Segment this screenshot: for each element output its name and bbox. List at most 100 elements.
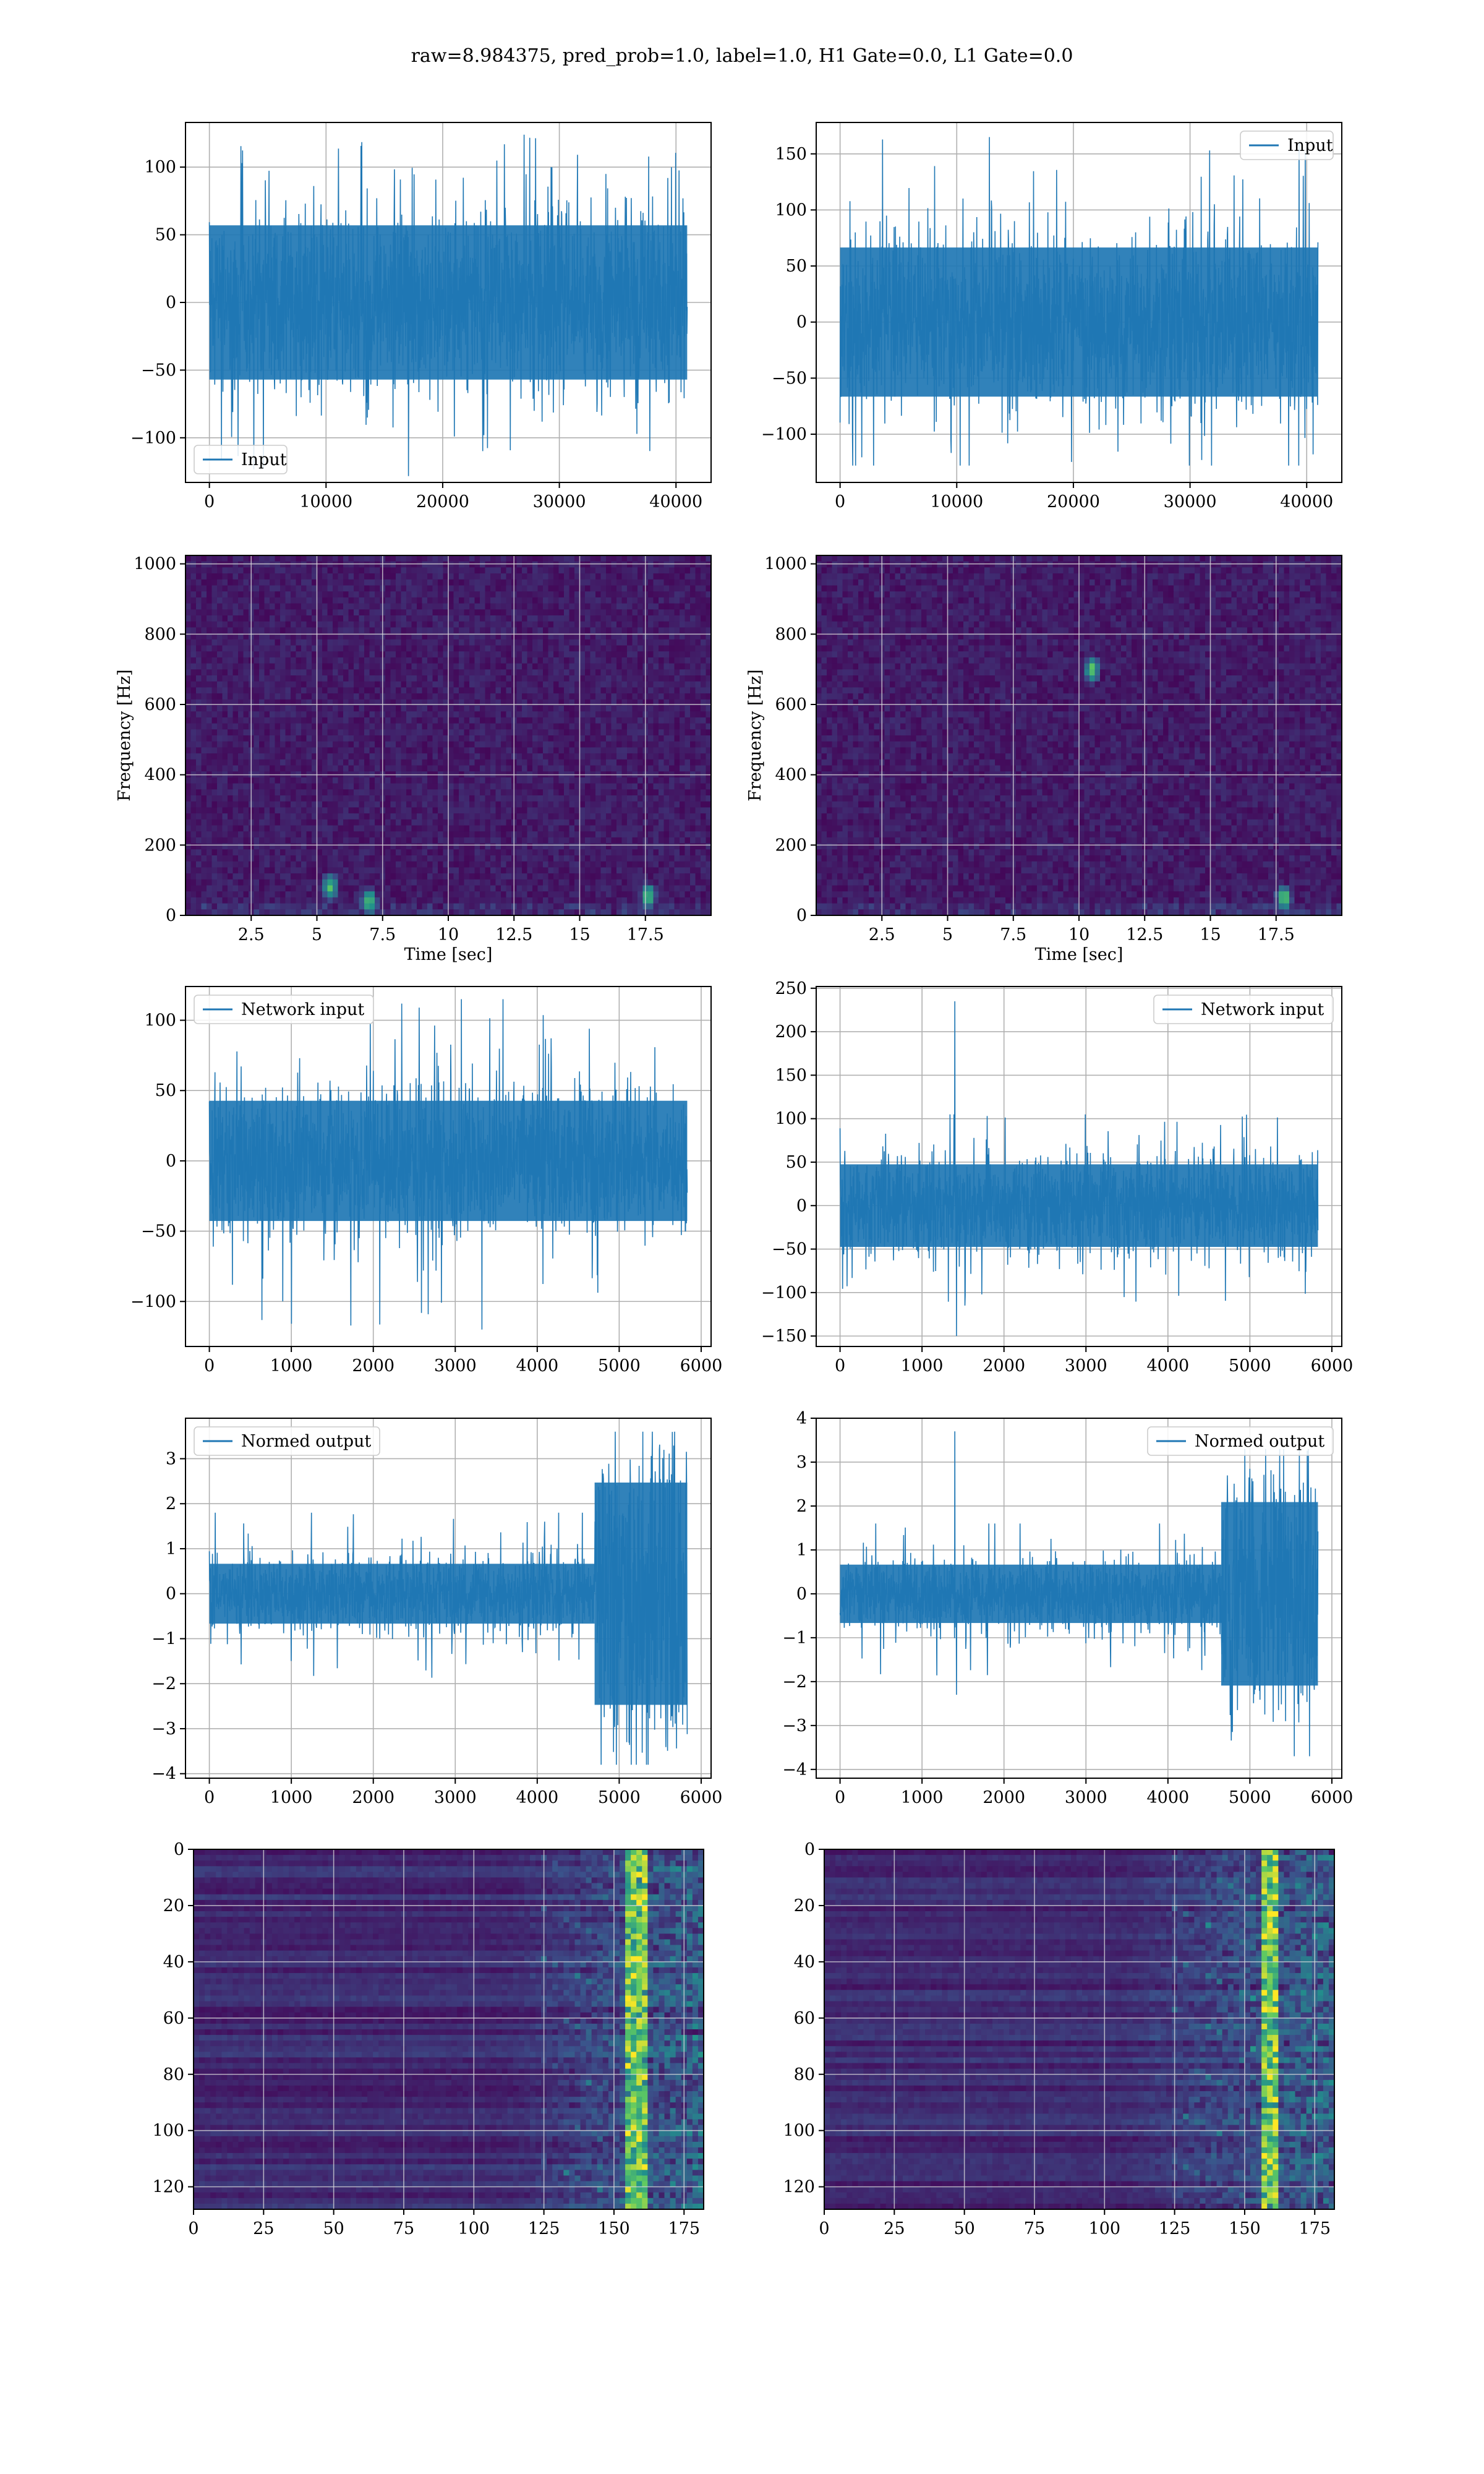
- heatmap-cell: [348, 633, 354, 640]
- heatmap-cell: [417, 723, 423, 730]
- heatmap-cell: [459, 807, 465, 814]
- heatmap-cell: [569, 615, 575, 622]
- heatmap-cell: [196, 651, 202, 658]
- heatmap-cell: [669, 561, 675, 568]
- heatmap-cell: [196, 591, 202, 598]
- heatmap-cell: [474, 789, 480, 796]
- heatmap-cell: [327, 561, 333, 568]
- heatmap-cell: [186, 645, 192, 652]
- heatmap-cell: [448, 621, 454, 628]
- heatmap-cell: [285, 663, 291, 670]
- heatmap-cell: [285, 789, 291, 796]
- heatmap-cell: [585, 795, 591, 802]
- heatmap-cell: [333, 711, 339, 718]
- heatmap-cell: [275, 657, 281, 664]
- heatmap-cell: [469, 597, 475, 604]
- heatmap-cell: [469, 639, 475, 646]
- heatmap-cell: [401, 819, 407, 826]
- heatmap-cell: [558, 645, 565, 652]
- heatmap-cell: [632, 603, 638, 610]
- heatmap-cell: [527, 717, 533, 724]
- heatmap-cell: [648, 807, 654, 814]
- heatmap-cell: [396, 699, 402, 706]
- heatmap-cell: [659, 675, 665, 682]
- heatmap-cell: [259, 657, 265, 664]
- heatmap-cell: [548, 747, 554, 754]
- heatmap-cell: [553, 711, 560, 718]
- heatmap-cell: [459, 717, 465, 724]
- heatmap-cell: [448, 795, 454, 802]
- heatmap-cell: [459, 741, 465, 748]
- heatmap-cell: [621, 729, 628, 736]
- heatmap-cell: [632, 735, 638, 742]
- heatmap-cell: [211, 741, 218, 748]
- heatmap-cell: [638, 639, 644, 646]
- heatmap-cell: [706, 801, 711, 808]
- heatmap-cell: [243, 591, 249, 598]
- heatmap-cell: [532, 765, 539, 772]
- heatmap-cell: [501, 699, 507, 706]
- heatmap-cell: [238, 735, 244, 742]
- heatmap-cell: [312, 801, 318, 808]
- heatmap-cell: [343, 843, 349, 850]
- heatmap-cell: [585, 657, 591, 664]
- heatmap-cell: [280, 627, 286, 634]
- heatmap-cell: [543, 657, 549, 664]
- heatmap-cell: [600, 801, 607, 808]
- heatmap-cell: [348, 801, 354, 808]
- heatmap-cell: [480, 603, 486, 610]
- heatmap-cell: [264, 699, 270, 706]
- heatmap-cell: [590, 639, 596, 646]
- heatmap-cell: [543, 735, 549, 742]
- heatmap-cell: [480, 663, 486, 670]
- heatmap-cell: [401, 663, 407, 670]
- heatmap-cell: [595, 717, 602, 724]
- heatmap-cell: [564, 807, 570, 814]
- heatmap-cell: [427, 735, 433, 742]
- heatmap-cell: [680, 747, 686, 754]
- heatmap-cell: [306, 753, 312, 760]
- heatmap-cell: [537, 669, 544, 676]
- heatmap-cell: [396, 717, 402, 724]
- heatmap-cell: [211, 789, 218, 796]
- heatmap-cell: [485, 729, 491, 736]
- heatmap-cell: [196, 633, 202, 640]
- heatmap-cell: [338, 651, 344, 658]
- heatmap-cell: [207, 639, 213, 646]
- heatmap-cell: [648, 795, 654, 802]
- heatmap-cell: [432, 801, 438, 808]
- heatmap-cell: [211, 555, 218, 562]
- heatmap-cell: [186, 639, 192, 646]
- heatmap-cell: [553, 615, 560, 622]
- heatmap-cell: [532, 729, 539, 736]
- heatmap-cell: [674, 813, 680, 820]
- heatmap-cell: [327, 699, 333, 706]
- heatmap-cell: [306, 675, 312, 682]
- heatmap-cell: [254, 609, 260, 616]
- heatmap-cell: [232, 621, 239, 628]
- heatmap-cell: [228, 813, 234, 820]
- heatmap-cell: [690, 651, 696, 658]
- heatmap-cell: [579, 753, 586, 760]
- heatmap-cell: [291, 585, 297, 592]
- heatmap-cell: [616, 693, 623, 700]
- y-tick-label: −100: [130, 429, 176, 448]
- heatmap-cell: [343, 693, 349, 700]
- heatmap-cell: [385, 843, 391, 850]
- heatmap-cell: [669, 573, 675, 580]
- heatmap-cell: [663, 765, 670, 772]
- heatmap-cell: [296, 663, 302, 670]
- heatmap-cell: [211, 639, 218, 646]
- heatmap-cell: [338, 627, 344, 634]
- heatmap-cell: [306, 789, 312, 796]
- heatmap-cell: [501, 645, 507, 652]
- heatmap-cell: [706, 693, 711, 700]
- heatmap-cell: [606, 603, 612, 610]
- heatmap-cell: [343, 645, 349, 652]
- heatmap-cell: [186, 789, 192, 796]
- heatmap-cell: [638, 837, 644, 844]
- heatmap-cell: [406, 765, 412, 772]
- heatmap-cell: [301, 567, 307, 574]
- heatmap-cell: [590, 807, 596, 814]
- heatmap-cell: [558, 807, 565, 814]
